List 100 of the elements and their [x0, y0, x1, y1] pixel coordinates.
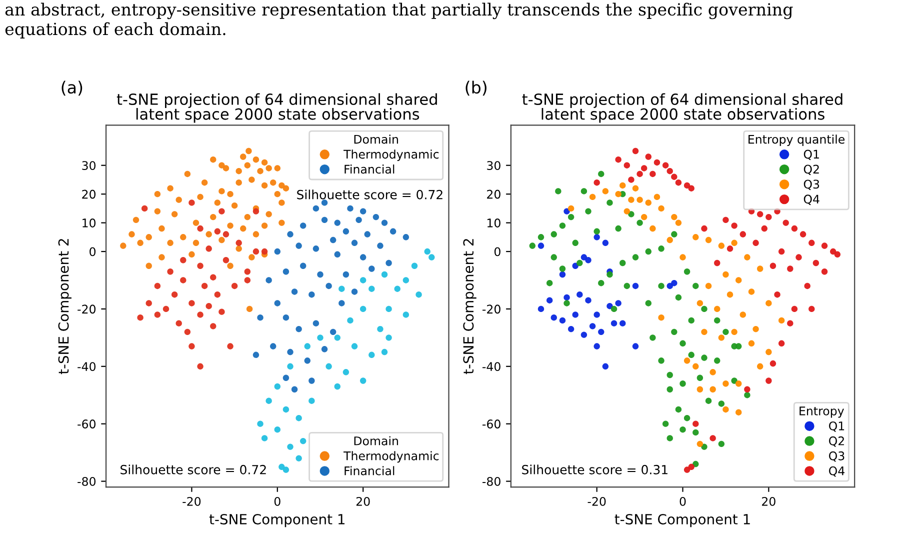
point — [744, 254, 750, 260]
point — [244, 268, 251, 275]
point — [791, 306, 798, 312]
point — [308, 378, 315, 384]
point — [821, 268, 828, 275]
point — [714, 306, 720, 312]
point — [632, 282, 639, 290]
point — [568, 205, 574, 212]
point — [334, 383, 340, 390]
point — [787, 266, 794, 272]
point — [692, 420, 699, 427]
point — [368, 266, 375, 272]
point — [645, 154, 652, 160]
point — [222, 231, 230, 238]
point — [360, 277, 366, 284]
point — [766, 378, 772, 384]
point — [778, 248, 785, 255]
point — [402, 312, 410, 318]
point — [640, 165, 648, 172]
y-tick-label: -60 — [78, 420, 96, 428]
point — [167, 268, 174, 275]
point — [261, 248, 268, 255]
point — [304, 343, 310, 350]
point — [428, 254, 435, 260]
point — [645, 200, 652, 206]
point — [770, 262, 776, 269]
point — [351, 240, 358, 246]
point — [675, 220, 682, 226]
point — [812, 260, 820, 266]
point — [180, 277, 186, 284]
point — [666, 236, 673, 244]
point — [304, 358, 310, 364]
point — [351, 343, 358, 350]
point — [778, 317, 785, 324]
point — [787, 320, 794, 326]
point — [658, 314, 664, 321]
point — [580, 332, 588, 338]
point — [731, 222, 738, 229]
annotation: Silhouette score = 0.72 — [297, 190, 442, 200]
point — [317, 334, 324, 341]
point — [321, 346, 328, 352]
point — [338, 300, 345, 306]
point — [291, 386, 298, 392]
point — [402, 277, 410, 284]
point — [620, 182, 626, 189]
text: an abstract, entropy-sensitive representation that partially transcends the specific governing equations of each domain. — [5, 2, 793, 38]
point — [770, 360, 776, 367]
text: Q4 — [829, 466, 844, 477]
point — [312, 246, 320, 252]
point — [197, 363, 204, 370]
point — [180, 257, 186, 264]
point — [257, 420, 264, 427]
point — [424, 248, 430, 255]
point — [701, 328, 708, 336]
point — [360, 254, 366, 260]
point — [206, 246, 212, 252]
point — [594, 179, 600, 186]
point — [666, 168, 673, 174]
point — [632, 343, 639, 350]
point — [317, 271, 324, 278]
point — [722, 271, 729, 278]
point — [266, 398, 272, 404]
point — [257, 314, 264, 321]
legend-label: Q2 — [804, 164, 819, 176]
point — [572, 312, 578, 318]
point — [830, 248, 836, 255]
point — [330, 236, 336, 244]
point — [287, 444, 294, 450]
point — [559, 317, 566, 324]
point — [137, 314, 144, 321]
point — [589, 323, 596, 330]
point — [538, 306, 544, 312]
point — [636, 196, 643, 203]
x-tick-label: 20 — [762, 496, 776, 506]
x-tick-label: -20 — [588, 496, 606, 506]
point — [381, 271, 388, 278]
point — [568, 326, 574, 332]
point — [386, 260, 392, 266]
point — [585, 257, 592, 264]
point — [546, 297, 553, 304]
point — [287, 348, 294, 356]
point — [162, 306, 170, 312]
point — [589, 194, 596, 200]
point — [594, 343, 600, 350]
x-tick-label: 0 — [274, 496, 280, 506]
point — [731, 328, 738, 336]
point — [287, 231, 294, 238]
point — [628, 196, 634, 203]
point — [291, 288, 298, 295]
point — [585, 297, 592, 304]
y-tick-label: 0 — [90, 247, 96, 256]
y-tick-label: -80 — [78, 476, 96, 486]
point — [188, 200, 195, 206]
point — [188, 343, 195, 350]
chart-title: t-SNE projection of 64 dimensional shared latent space 2000 state observations — [116, 93, 437, 123]
point — [296, 414, 302, 422]
point — [300, 262, 306, 269]
point — [210, 323, 216, 330]
point — [722, 380, 729, 387]
text: Q1 — [829, 421, 844, 432]
